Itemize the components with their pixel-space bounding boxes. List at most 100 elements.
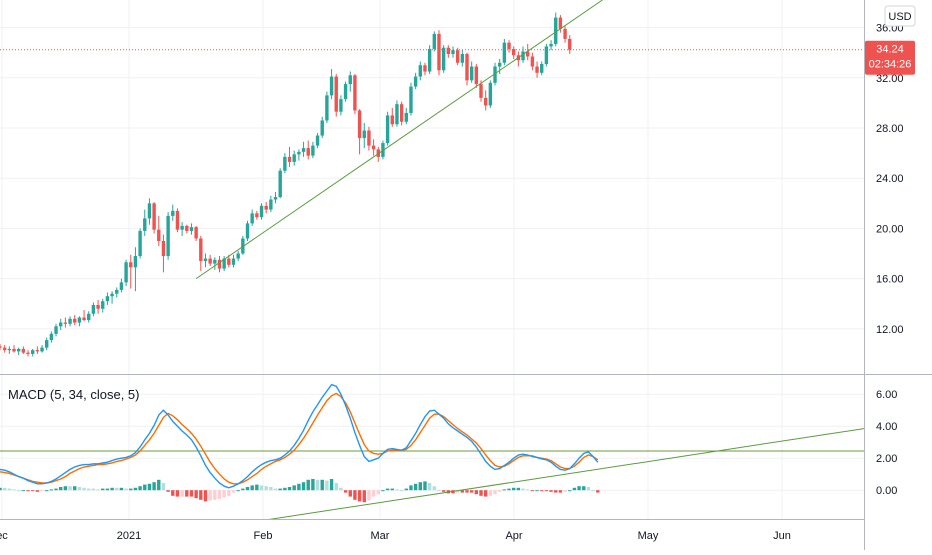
candle-body[interactable]: [152, 203, 156, 230]
candle-body[interactable]: [488, 82, 493, 106]
candle-body[interactable]: [269, 199, 273, 210]
currency-badge[interactable]: USD: [884, 5, 916, 27]
candle-body[interactable]: [264, 205, 268, 210]
candle-body[interactable]: [21, 348, 26, 353]
candle-body[interactable]: [82, 317, 86, 321]
candle-body[interactable]: [483, 97, 488, 106]
candle-body[interactable]: [180, 225, 184, 230]
candle-body[interactable]: [348, 75, 352, 85]
candle-body[interactable]: [133, 256, 138, 268]
candle-body[interactable]: [185, 225, 189, 231]
candle-body[interactable]: [451, 50, 455, 54]
candle-body[interactable]: [404, 112, 408, 122]
macd-pane[interactable]: [0, 383, 864, 521]
candle-body[interactable]: [245, 223, 250, 239]
candle-body[interactable]: [568, 38, 572, 50]
candle-body[interactable]: [339, 99, 343, 112]
candle-body[interactable]: [45, 340, 49, 348]
candle-body[interactable]: [413, 76, 418, 87]
macd-trendline[interactable]: [262, 428, 864, 521]
candle-body[interactable]: [12, 348, 16, 352]
candle-body[interactable]: [427, 48, 432, 72]
candle-body[interactable]: [535, 66, 539, 73]
candle-body[interactable]: [423, 65, 427, 72]
candle-body[interactable]: [166, 215, 170, 257]
candle-body[interactable]: [231, 258, 236, 265]
candle-body[interactable]: [287, 156, 292, 162]
candle-body[interactable]: [59, 322, 63, 327]
candle-body[interactable]: [124, 262, 128, 283]
candle-body[interactable]: [147, 203, 152, 219]
candle-body[interactable]: [353, 75, 357, 111]
macd-indicator-title[interactable]: MACD (5, 34, close, 5): [8, 387, 140, 402]
price-trendline[interactable]: [195, 0, 603, 280]
candle-body[interactable]: [292, 154, 296, 162]
candle-body[interactable]: [460, 53, 465, 63]
candle-body[interactable]: [91, 304, 96, 314]
candle-body[interactable]: [110, 293, 114, 297]
candle-body[interactable]: [222, 258, 226, 269]
candle-body[interactable]: [278, 170, 282, 198]
candle-body[interactable]: [329, 76, 334, 96]
candle-body[interactable]: [101, 301, 105, 309]
candle-body[interactable]: [530, 56, 535, 67]
candle-body[interactable]: [68, 318, 72, 324]
candle-body[interactable]: [259, 205, 264, 218]
candle-body[interactable]: [54, 326, 58, 334]
candle-body[interactable]: [73, 318, 77, 323]
candle-body[interactable]: [455, 50, 460, 63]
candle-body[interactable]: [357, 110, 362, 139]
candle-body[interactable]: [63, 322, 68, 324]
macd-line[interactable]: [0, 383, 599, 489]
candle-body[interactable]: [497, 62, 502, 67]
candle-body[interactable]: [16, 348, 21, 352]
candle-body[interactable]: [507, 42, 511, 49]
candle-body[interactable]: [432, 33, 437, 49]
candle-body[interactable]: [502, 42, 507, 63]
candle-body[interactable]: [390, 115, 394, 125]
candle-body[interactable]: [175, 210, 180, 230]
candle-body[interactable]: [465, 53, 469, 81]
candle-body[interactable]: [273, 197, 278, 200]
candle-body[interactable]: [469, 66, 474, 81]
candle-body[interactable]: [283, 156, 287, 171]
candle-body[interactable]: [521, 51, 525, 61]
candle-body[interactable]: [306, 148, 310, 156]
candle-body[interactable]: [250, 213, 254, 224]
candle-body[interactable]: [563, 28, 567, 39]
candle-body[interactable]: [0, 346, 2, 348]
candle-body[interactable]: [301, 148, 306, 152]
price-pane[interactable]: [0, 0, 864, 357]
candle-body[interactable]: [315, 135, 320, 146]
candle-body[interactable]: [418, 65, 422, 77]
candle-body[interactable]: [343, 84, 348, 100]
candle-body[interactable]: [105, 296, 110, 302]
candle-body[interactable]: [157, 229, 161, 241]
candle-body[interactable]: [143, 218, 147, 231]
candle-body[interactable]: [297, 151, 301, 155]
candle-body[interactable]: [129, 262, 133, 268]
candle-body[interactable]: [194, 227, 198, 239]
candle-body[interactable]: [558, 17, 563, 29]
candle-body[interactable]: [87, 313, 91, 321]
candle-body[interactable]: [399, 104, 404, 122]
candle-body[interactable]: [512, 48, 516, 56]
candle-body[interactable]: [7, 348, 12, 351]
candle-body[interactable]: [441, 47, 446, 71]
candle-body[interactable]: [30, 350, 35, 354]
candle-body[interactable]: [236, 253, 240, 259]
candle-body[interactable]: [540, 64, 544, 73]
candle-body[interactable]: [362, 130, 366, 139]
candle-body[interactable]: [367, 130, 371, 146]
candle-body[interactable]: [77, 317, 82, 323]
candle-body[interactable]: [320, 120, 324, 136]
candle-body[interactable]: [474, 66, 479, 85]
candle-body[interactable]: [549, 43, 553, 47]
candle-body[interactable]: [311, 145, 315, 156]
candle-body[interactable]: [96, 304, 100, 309]
candle-body[interactable]: [437, 33, 441, 71]
candle-body[interactable]: [2, 347, 7, 351]
candle-body[interactable]: [255, 213, 259, 218]
candle-body[interactable]: [40, 347, 44, 352]
